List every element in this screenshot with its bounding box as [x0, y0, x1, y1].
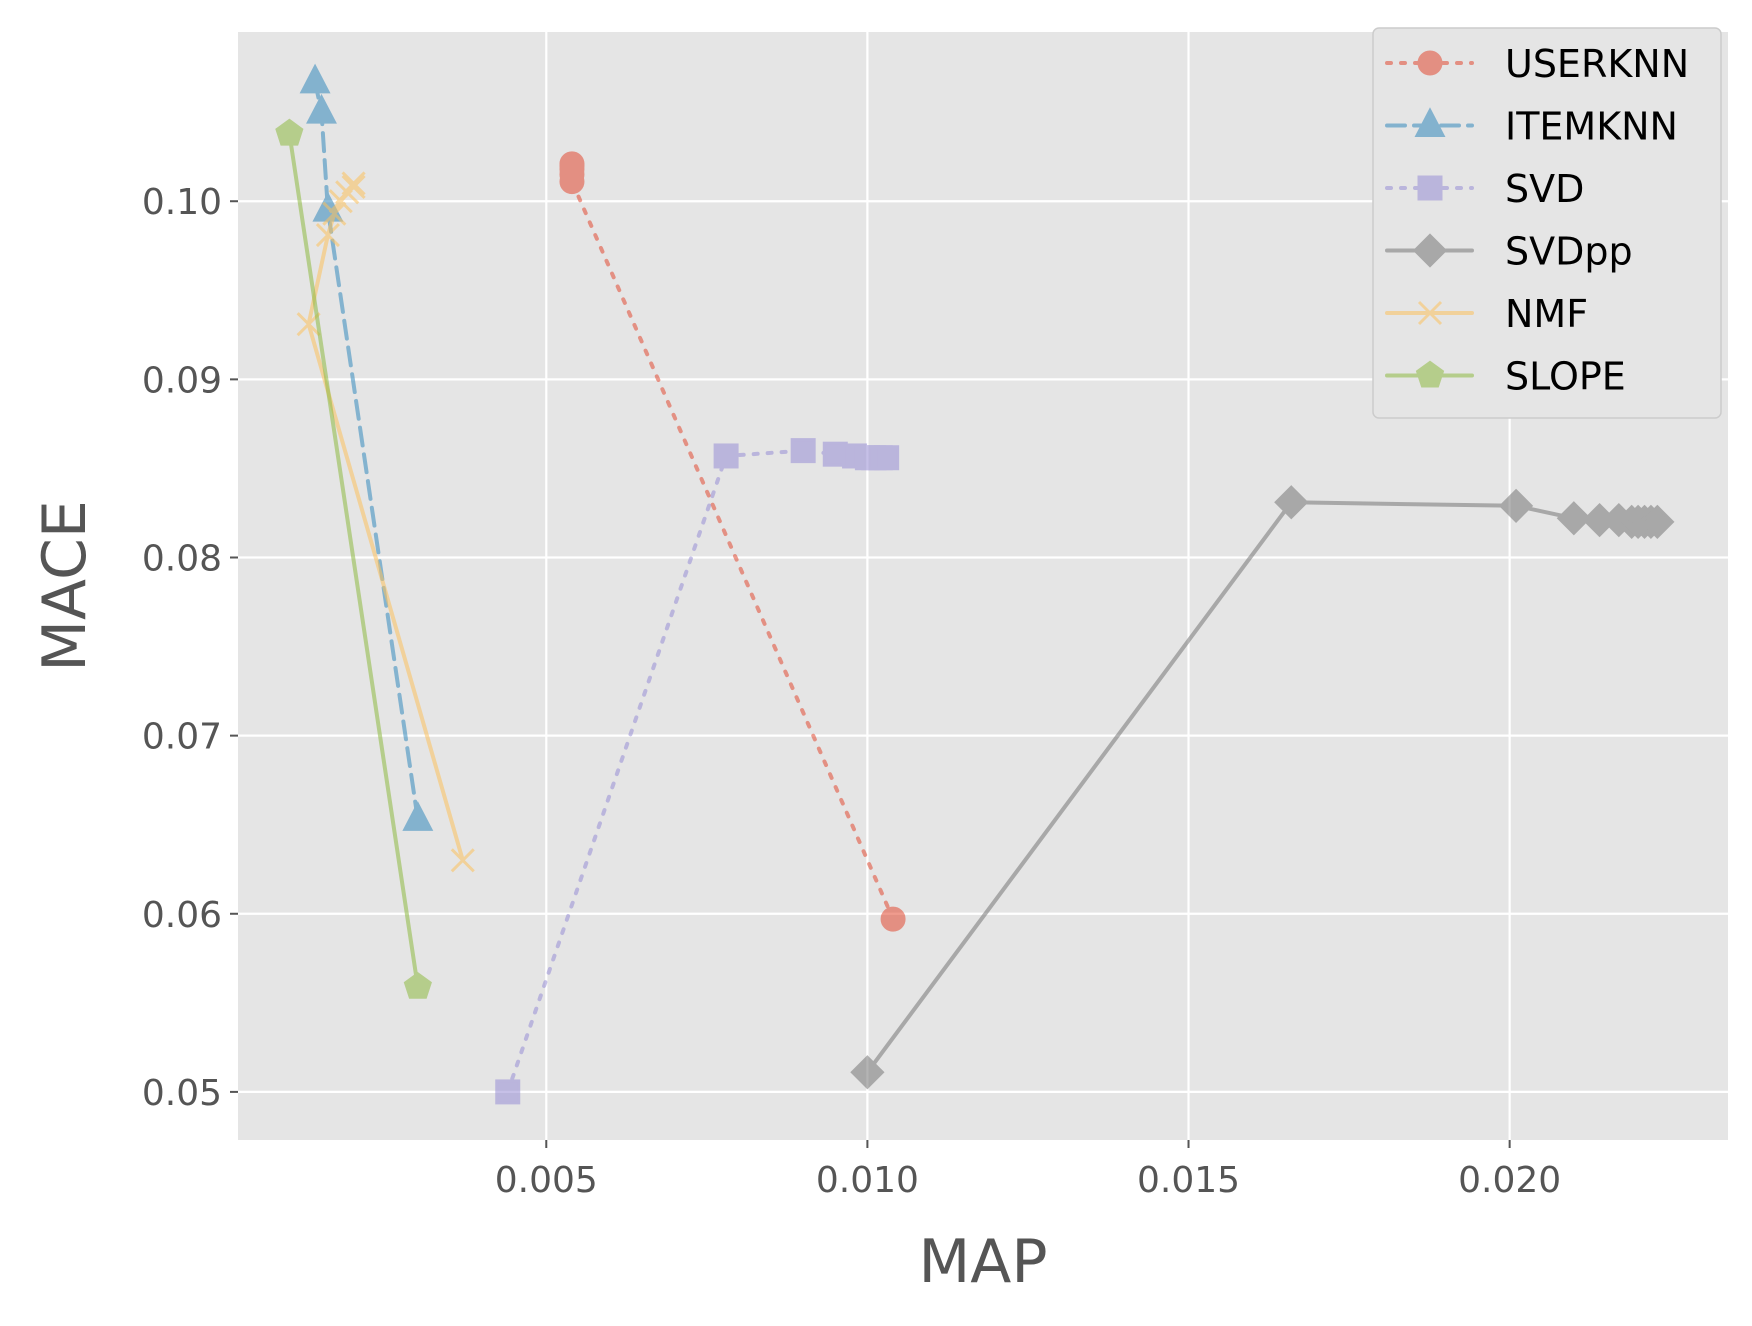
legend-item-userknn: USERKNN	[1385, 42, 1689, 86]
data-point-svd	[495, 1079, 521, 1105]
legend-item-svdpp: SVDpp	[1385, 230, 1633, 274]
data-point-nmf	[322, 201, 347, 226]
legend-marker-svd	[1417, 175, 1443, 201]
y-tick-label: 0.09	[142, 360, 222, 401]
data-point-svdpp	[1498, 488, 1534, 523]
x-tick-label: 0.015	[1137, 1160, 1240, 1201]
x-tick-label: 0.010	[816, 1160, 919, 1201]
y-tick-label: 0.10	[142, 182, 222, 223]
y-tick-label: 0.05	[142, 1073, 222, 1114]
data-point-svdpp	[1640, 504, 1675, 539]
series-userknn	[559, 151, 906, 932]
data-point-userknn	[559, 151, 585, 177]
data-point-itemknn	[402, 801, 434, 831]
series-slope	[275, 118, 432, 999]
data-point-svdpp	[1556, 501, 1591, 536]
data-point-nmf-stroke	[341, 174, 366, 200]
legend-label-slope: SLOPE	[1505, 355, 1626, 399]
data-point-svdpp	[1274, 485, 1309, 520]
data-point-nmf-stroke	[322, 201, 347, 226]
x-axis-label: MAP	[919, 1227, 1048, 1297]
series-line-itemknn	[313, 79, 420, 822]
legend-label-userknn: USERKNN	[1505, 42, 1689, 86]
legend-symbol-svd	[1385, 175, 1474, 201]
data-point-nmf-stroke	[450, 848, 475, 873]
data-point-nmf	[315, 223, 340, 248]
legend: USERKNN ITEMKNN SVD SVDpp NMF SLOPE	[1372, 27, 1722, 419]
data-point-svd	[713, 443, 739, 469]
data-point-nmf	[341, 171, 366, 196]
data-point-nmf-stroke	[341, 171, 366, 196]
y-tick-label: 0.06	[142, 895, 222, 936]
series-svd	[495, 438, 900, 1105]
y-axis-label: MACE	[30, 500, 100, 672]
data-point-svdpp	[850, 1055, 885, 1090]
legend-marker-nmf-stroke	[1417, 300, 1443, 326]
legend-item-nmf: NMF	[1385, 292, 1588, 336]
data-point-nmf	[450, 848, 475, 873]
legend-symbol-userknn	[1385, 50, 1474, 76]
legend-symbol-svdpp	[1385, 233, 1474, 268]
series-svdpp	[850, 485, 1675, 1090]
legend-label-nmf: NMF	[1505, 292, 1588, 336]
series-line-slope	[287, 131, 420, 989]
legend-marker-svdpp	[1412, 233, 1448, 268]
data-point-svd	[874, 445, 900, 471]
ticks: 0.005 0.010 0.015 0.020 0.05 0.06 0.07 0.08 0.09…	[142, 182, 1561, 1201]
legend-item-slope: SLOPE	[1385, 355, 1626, 399]
legend-marker-slope	[1415, 360, 1445, 388]
data-point-itemknn	[306, 93, 337, 124]
data-point-userknn	[880, 906, 906, 932]
legend-label-itemknn: ITEMKNN	[1505, 105, 1678, 149]
data-point-itemknn	[299, 63, 331, 94]
legend-item-itemknn: ITEMKNN	[1385, 105, 1678, 149]
data-point-slope	[403, 971, 432, 999]
series-layer	[275, 63, 1675, 1105]
data-point-nmf-stroke	[315, 223, 340, 248]
y-tick-label: 0.08	[142, 538, 222, 579]
data-point-slope	[275, 118, 304, 146]
legend-label-svd: SVD	[1505, 167, 1584, 211]
legend-marker-nmf	[1417, 300, 1443, 326]
x-tick-label: 0.005	[495, 1160, 598, 1201]
legend-symbol-nmf	[1385, 300, 1474, 326]
y-tick-label: 0.07	[142, 717, 222, 758]
legend-symbol-itemknn	[1385, 107, 1474, 137]
data-point-nmf	[341, 174, 366, 200]
legend-marker-itemknn	[1414, 107, 1446, 137]
legend-marker-userknn	[1417, 50, 1443, 76]
x-tick-label: 0.020	[1458, 1160, 1561, 1201]
legend-label-svdpp: SVDpp	[1505, 230, 1633, 274]
data-point-svd	[790, 438, 816, 464]
legend-item-svd: SVD	[1385, 167, 1584, 211]
legend-symbol-slope	[1385, 360, 1474, 388]
